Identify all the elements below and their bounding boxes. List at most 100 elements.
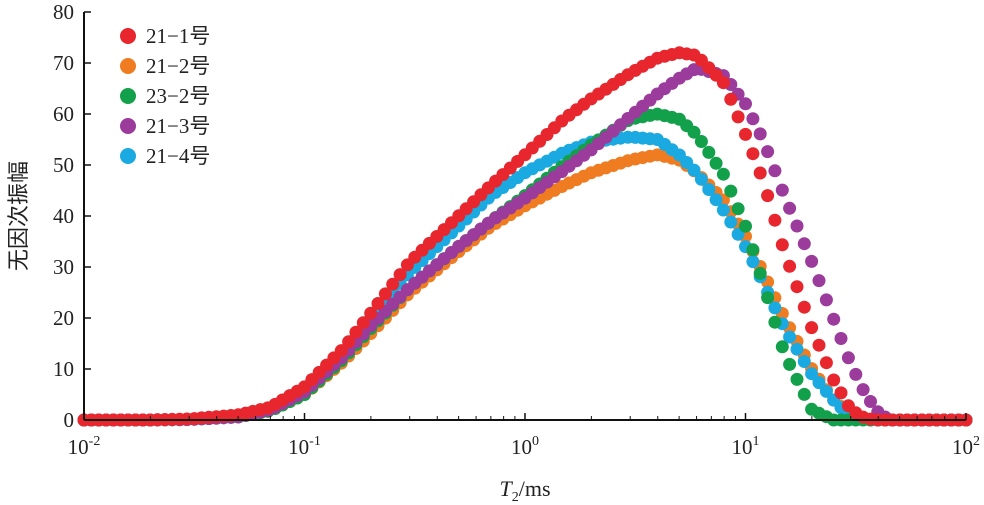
data-point <box>790 280 804 294</box>
data-point <box>724 92 738 106</box>
data-point <box>746 112 760 126</box>
data-point <box>841 351 855 365</box>
axes <box>83 12 966 421</box>
data-point <box>709 156 723 170</box>
data-point <box>805 254 819 268</box>
data-point <box>724 184 738 198</box>
data-point <box>356 316 370 330</box>
data-point <box>805 367 819 381</box>
data-point <box>746 243 760 257</box>
data-point <box>849 367 863 381</box>
data-point <box>783 259 797 273</box>
data-point <box>349 325 363 339</box>
data-point <box>819 356 833 370</box>
data-point <box>731 110 745 124</box>
data-point <box>724 215 738 229</box>
x-tick-label-exponent: -2 <box>89 434 101 449</box>
x-tick-label-base: 10 <box>511 435 532 459</box>
data-point <box>827 312 841 326</box>
data-point <box>768 301 782 315</box>
data-point <box>716 167 730 181</box>
data-point <box>790 342 804 356</box>
data-point <box>753 166 767 180</box>
data-point <box>739 219 752 233</box>
data-point <box>753 266 767 280</box>
y-tick-label: 60 <box>53 102 74 126</box>
data-point <box>812 338 826 352</box>
data-point <box>709 193 723 207</box>
y-tick-label: 40 <box>53 204 74 228</box>
x-tick-label-exponent: 0 <box>532 434 539 449</box>
x-tick-label-exponent: 2 <box>973 434 980 449</box>
data-point <box>702 183 716 196</box>
legend: 21−1号 21−2号 23−2号 21−3号 21−4号 <box>120 24 210 168</box>
x-tick-label: 100 <box>511 434 539 459</box>
data-point <box>761 189 775 203</box>
data-point <box>364 306 378 320</box>
x-axis-title-sub: 2 <box>512 490 519 505</box>
data-point <box>797 237 811 251</box>
legend-label: 21−2号 <box>146 54 210 78</box>
x-ticks: 10-2 10-1 100 101 102 <box>68 413 980 459</box>
legend-marker <box>120 118 136 134</box>
x-tick-label-base: 10 <box>68 435 89 459</box>
data-point <box>783 330 797 344</box>
x-tick-label: 102 <box>952 434 980 459</box>
legend-label: 23−2号 <box>146 84 210 108</box>
data-point <box>864 395 877 408</box>
x-tick-label: 10-2 <box>68 434 101 459</box>
data-point <box>739 127 752 141</box>
y-tick-label: 80 <box>53 0 74 24</box>
x-axis-title-main: T <box>499 476 513 501</box>
data-point <box>783 357 797 371</box>
data-point <box>834 332 848 345</box>
data-point <box>768 315 782 329</box>
x-tick-label: 10-1 <box>288 434 321 459</box>
data-point <box>753 127 767 141</box>
y-ticks: 0 10 20 30 40 50 60 70 80 <box>53 0 91 432</box>
data-point <box>386 277 400 291</box>
y-tick-label: 30 <box>53 255 74 279</box>
data-point <box>812 274 826 288</box>
data-point <box>393 268 407 282</box>
data-point <box>761 291 775 305</box>
data-point <box>856 383 870 397</box>
data-point <box>768 164 782 178</box>
data-point <box>334 344 348 358</box>
legend-marker <box>120 148 136 164</box>
data-point <box>687 125 701 139</box>
data-point <box>790 372 804 386</box>
data-point <box>731 202 745 216</box>
data-point <box>739 97 752 111</box>
data-point <box>805 321 819 335</box>
y-axis-title: 无因次振幅 <box>6 161 31 271</box>
data-point <box>378 287 392 301</box>
y-tick-label: 0 <box>64 408 75 432</box>
series-group <box>77 62 973 427</box>
legend-marker <box>120 58 136 74</box>
data-point <box>716 203 730 217</box>
legend-marker <box>120 88 136 104</box>
data-point <box>761 145 775 159</box>
data-point <box>746 147 760 161</box>
x-axis-title: T2/ms <box>499 476 550 505</box>
x-tick-label-exponent: -1 <box>309 434 321 449</box>
data-point <box>342 335 356 349</box>
data-point <box>775 238 789 252</box>
data-point <box>694 172 708 186</box>
data-point <box>790 219 804 233</box>
data-point <box>819 384 833 398</box>
legend-marker <box>120 28 136 44</box>
legend-label: 21−3号 <box>146 114 210 138</box>
legend-label: 21−1号 <box>146 24 210 48</box>
x-tick-label-base: 10 <box>952 435 973 459</box>
data-point <box>716 76 730 90</box>
data-marks <box>77 46 973 427</box>
data-point <box>827 373 841 387</box>
y-tick-label: 70 <box>53 51 74 75</box>
data-point <box>775 340 789 354</box>
x-tick-label-base: 10 <box>288 435 309 459</box>
data-point <box>687 163 701 177</box>
data-point <box>819 293 833 307</box>
